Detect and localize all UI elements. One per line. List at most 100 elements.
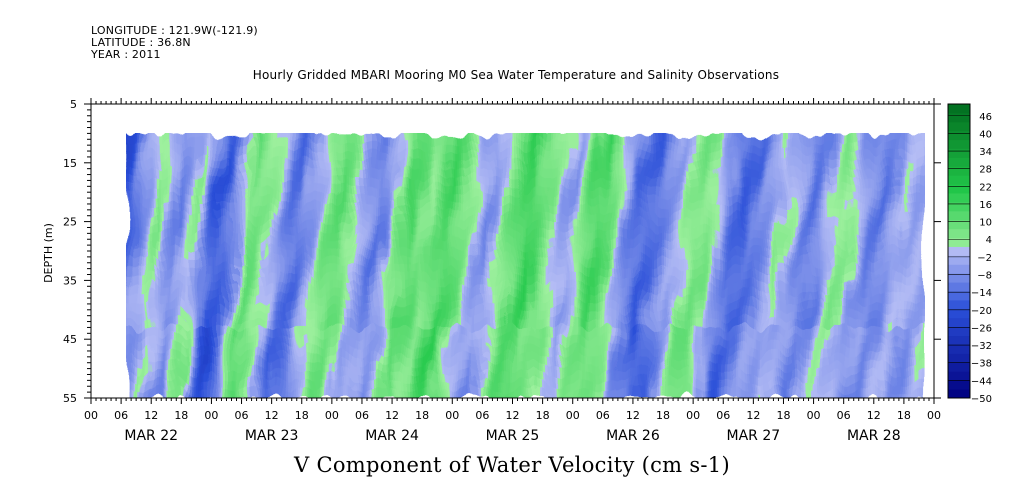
heat-cell	[198, 292, 202, 302]
heat-cell	[492, 151, 496, 161]
heat-cell	[186, 177, 190, 187]
heat-cell	[183, 336, 187, 346]
heat-cell	[354, 212, 358, 223]
heat-cell	[126, 195, 130, 205]
heat-cell	[241, 292, 245, 302]
heat-cell	[497, 195, 501, 205]
heat-cell	[136, 283, 140, 293]
heat-cell	[442, 177, 446, 187]
heat-cell	[509, 318, 514, 329]
heat-cell	[301, 151, 305, 161]
heat-cell	[397, 371, 401, 381]
heat-cell	[331, 239, 335, 249]
heat-cell	[316, 283, 320, 293]
heat-cell	[239, 248, 243, 258]
heat-cell	[419, 389, 423, 398]
heat-cell	[141, 142, 145, 152]
heat-cell	[474, 177, 478, 187]
heat-cell	[487, 327, 491, 337]
heat-cell	[366, 336, 371, 346]
heat-cell	[206, 186, 210, 196]
heat-cell	[394, 256, 398, 267]
heat-cell	[314, 203, 318, 214]
heat-cell	[356, 371, 361, 381]
heat-cell	[211, 159, 215, 170]
heat-cell	[527, 142, 531, 152]
heat-cell	[326, 292, 330, 302]
heat-cell	[246, 142, 250, 152]
heat-cell	[206, 159, 210, 170]
heat-cell	[494, 371, 499, 381]
heat-cell	[208, 345, 213, 355]
heat-cell	[218, 168, 223, 179]
heat-cell	[417, 265, 421, 276]
heat-cell	[171, 265, 175, 276]
heat-cell	[168, 371, 172, 381]
heat-cell	[193, 168, 197, 179]
heat-cell	[532, 362, 536, 373]
heat-cell	[422, 248, 426, 258]
heat-cell	[414, 309, 418, 320]
heat-cell	[497, 362, 501, 373]
heat-cell	[427, 309, 431, 320]
heat-cell	[336, 177, 340, 187]
heat-cell	[251, 142, 255, 152]
heat-cell	[284, 133, 288, 143]
heat-cell	[477, 151, 481, 161]
heat-cell	[432, 389, 436, 398]
heat-cell	[361, 380, 366, 390]
heat-cell	[507, 177, 511, 187]
heat-cell	[522, 248, 526, 258]
heat-cell	[314, 195, 318, 205]
heat-cell	[249, 203, 253, 214]
heat-cell	[309, 300, 313, 311]
heat-cell	[512, 380, 516, 390]
heat-cell	[477, 168, 481, 179]
heat-cell	[228, 195, 233, 205]
heat-cell	[499, 239, 504, 249]
heat-cell	[504, 353, 509, 364]
heat-cell	[356, 309, 361, 320]
heat-cell	[392, 142, 396, 152]
heat-cell	[324, 230, 328, 240]
heat-cell	[346, 318, 351, 329]
heat-cell	[437, 203, 441, 214]
heat-cell	[392, 371, 396, 381]
heat-cell	[301, 186, 305, 196]
heat-cell	[387, 327, 391, 337]
heat-cell	[414, 256, 418, 267]
heat-cell	[377, 300, 381, 311]
heat-cell	[497, 389, 501, 398]
heat-cell	[477, 300, 481, 311]
heat-cell	[301, 353, 305, 364]
heat-cell	[504, 230, 509, 240]
heat-cell	[437, 345, 441, 355]
heat-cell	[366, 212, 371, 223]
heat-cell	[291, 309, 295, 320]
heat-cell	[449, 327, 453, 337]
heat-cell	[254, 371, 258, 381]
heat-cell	[507, 380, 511, 390]
heat-cell	[301, 195, 305, 205]
heat-cell	[231, 336, 235, 346]
heat-cell	[284, 177, 288, 187]
heat-cell	[422, 186, 426, 196]
heat-cell	[281, 353, 285, 364]
heat-cell	[374, 203, 378, 214]
heat-cell	[309, 168, 313, 179]
heat-cell	[279, 133, 283, 143]
heat-cell	[515, 336, 519, 346]
heat-cell	[151, 186, 155, 196]
heat-cell	[449, 274, 453, 284]
heat-cell	[512, 389, 516, 398]
heat-cell	[168, 159, 172, 170]
heat-cell	[467, 380, 471, 390]
heat-cell	[131, 168, 135, 179]
heat-cell	[412, 292, 416, 302]
heat-cell	[286, 212, 290, 223]
heat-cell	[527, 353, 531, 364]
heat-cell	[437, 371, 441, 381]
heat-cell	[467, 212, 471, 223]
heat-cell	[191, 327, 195, 337]
heat-cell	[153, 221, 157, 232]
